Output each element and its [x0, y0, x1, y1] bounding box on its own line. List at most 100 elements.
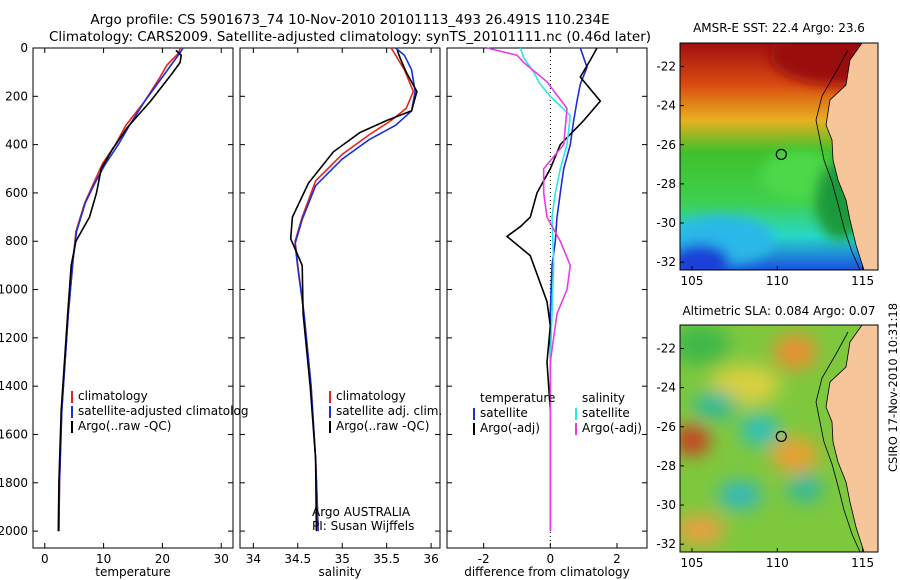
sla-orange-blob — [773, 334, 817, 370]
sla-orange-blob-2 — [771, 437, 819, 473]
y-tick-label: 1600 — [0, 427, 28, 441]
series-line — [519, 47, 572, 532]
series-line — [58, 47, 181, 532]
x-tick-label: 0 — [41, 552, 49, 566]
map-axes-sla_map: 105 110 115 -22 -24 -26 -28 -30 -32 — [656, 324, 879, 570]
sla-shelf-contour — [815, 331, 861, 552]
x-tick-label: 35 — [335, 552, 350, 566]
y-tick-label: 200 — [5, 89, 28, 103]
legend-label: Argo(-adj) — [480, 421, 540, 435]
legend-label: temperature — [480, 391, 555, 405]
sla-cyan-blob — [740, 414, 780, 446]
y-tick-label: -24 — [656, 99, 676, 113]
y-tick-label: 1800 — [0, 476, 28, 490]
x-tick-label: 115 — [851, 274, 874, 288]
figure-title-line-1: Argo profile: CS 5901673_74 10-Nov-2010 … — [90, 12, 610, 28]
x-tick-label: 35.5 — [373, 552, 400, 566]
y-tick-label: -22 — [656, 341, 676, 355]
series-line — [486, 47, 572, 532]
legend-label: satellite adj. clim. — [336, 404, 442, 418]
x-tick-label: -2 — [478, 552, 490, 566]
series-line — [549, 47, 588, 532]
sla-green-blob — [680, 325, 730, 365]
series-line — [289, 50, 418, 532]
sla-cyan-blob-2 — [718, 481, 762, 509]
series-line — [294, 47, 416, 532]
y-tick-label: -30 — [656, 216, 676, 230]
y-tick-label: 1200 — [0, 331, 28, 345]
x-tick-label: 34.5 — [284, 552, 311, 566]
x-tick-label: 110 — [766, 274, 789, 288]
plot-frame — [32, 47, 234, 549]
argo-position-marker — [775, 148, 787, 160]
legend-label: Argo(..raw -QC) — [336, 419, 429, 433]
sla-map — [680, 325, 878, 552]
legend-label: salinity — [582, 391, 625, 405]
x-tick-label: 105 — [680, 274, 703, 288]
profile-panel-temperature: 0 200 400 600 800 1000 1200 1400 1600 1800 2000 0 10… — [0, 41, 248, 579]
csiro-timestamp: CSIRO 17-Nov-2010 10:31:18 — [886, 302, 900, 472]
sla-red-blob — [680, 424, 710, 456]
map-axes-sst_map: 105 110 115 -22 -24 -26 -28 -30 -32 — [656, 42, 879, 288]
y-tick-label: -26 — [656, 420, 676, 434]
map-frame — [679, 324, 879, 553]
sst-map — [680, 43, 878, 270]
plot-frame — [446, 47, 648, 549]
sla-land — [825, 325, 878, 552]
y-tick-label: -32 — [656, 537, 676, 551]
legend-label: satellite — [480, 406, 528, 420]
y-tick-label: 600 — [5, 186, 28, 200]
y-tick-label: -24 — [656, 381, 676, 395]
legend-label: Argo(-adj) — [582, 421, 642, 435]
x-tick-label: 110 — [766, 556, 789, 570]
x-tick-label: 0 — [547, 552, 555, 566]
sla-orange-blob-3 — [680, 515, 725, 545]
sla-teal-blob-2 — [787, 474, 823, 502]
x-tick-label: 10 — [96, 552, 111, 566]
y-tick-label: -32 — [656, 255, 676, 269]
sst-shelf-contour — [815, 49, 861, 270]
argo-position-marker — [775, 430, 787, 442]
y-tick-label: -30 — [656, 498, 676, 512]
y-tick-label: 0 — [20, 41, 28, 55]
y-tick-label: 1000 — [0, 283, 28, 297]
y-tick-label: 800 — [5, 234, 28, 248]
series-line — [505, 47, 602, 532]
y-tick-label: -28 — [656, 177, 676, 191]
x-tick-label: 20 — [155, 552, 170, 566]
y-tick-label: 1400 — [0, 379, 28, 393]
x-tick-label: 34 — [246, 552, 261, 566]
y-tick-label: 2000 — [0, 524, 28, 538]
y-tick-label: -26 — [656, 138, 676, 152]
figure-title-line-2: Climatology: CARS2009. Satellite-adjuste… — [48, 29, 652, 45]
sla-teal-blob — [693, 391, 737, 419]
x-tick-label: 115 — [851, 556, 874, 570]
series-line — [294, 47, 415, 532]
series-line — [58, 47, 184, 532]
x-tick-label: 2 — [613, 552, 621, 566]
sst-land — [825, 43, 878, 270]
x-tick-label: 36 — [423, 552, 438, 566]
legend-label: satellite-adjusted climatolog — [78, 404, 248, 418]
map-frame — [679, 42, 879, 271]
sla-map-title: Altimetric SLA: 0.084 Argo: 0.07 — [682, 304, 876, 318]
x-tick-label: 105 — [680, 556, 703, 570]
y-tick-label: 400 — [5, 138, 28, 152]
sst-map-title: AMSR-E SST: 22.4 Argo: 23.6 — [693, 21, 865, 35]
x-axis-label: temperature — [95, 565, 170, 579]
legend-label: satellite — [582, 406, 630, 420]
x-tick-label: 30 — [214, 552, 229, 566]
sst-blue-patch — [680, 244, 730, 270]
x-axis-label: salinity — [318, 565, 361, 579]
annotation-text: PI: Susan Wijffels — [312, 519, 414, 533]
legend-label: climatology — [78, 389, 148, 403]
legend-label: Argo(..raw -QC) — [78, 419, 171, 433]
legend-label: climatology — [336, 389, 406, 403]
profile-panel-salinity: 34 34.5 35 35.5 36 salinity climatologysatelli… — [239, 47, 442, 579]
y-tick-label: -28 — [656, 459, 676, 473]
x-axis-label: difference from climatology — [464, 565, 630, 579]
annotation-text: Argo AUSTRALIA — [312, 505, 411, 519]
series-line — [57, 49, 183, 532]
